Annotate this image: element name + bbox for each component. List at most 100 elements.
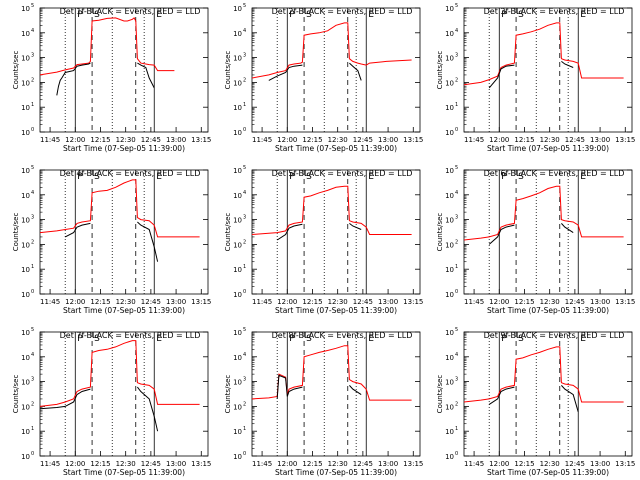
y-tick-exponent: 1 bbox=[243, 264, 246, 270]
y-tick-exponent: 4 bbox=[243, 190, 246, 196]
y-tick-label: 10 bbox=[21, 30, 30, 38]
x-tick-label: 12:15 bbox=[302, 460, 322, 468]
marker-letter-e: E bbox=[156, 334, 162, 344]
marker-letter-p: P bbox=[501, 334, 507, 344]
x-tick-label: 13:15 bbox=[403, 298, 423, 306]
series-lld bbox=[251, 22, 412, 79]
panel-title: Det 9f-BLACK = Events, RED = LLD bbox=[484, 331, 625, 340]
y-tick-exponent: 3 bbox=[455, 53, 458, 59]
y-tick-label: 10 bbox=[21, 291, 30, 299]
y-tick-label: 10 bbox=[233, 129, 242, 137]
y-tick-label: 10 bbox=[21, 129, 30, 137]
series-lld bbox=[39, 340, 200, 407]
x-tick-label: 13:00 bbox=[378, 298, 398, 306]
y-tick-label: 10 bbox=[233, 217, 242, 225]
x-tick-label: 13:15 bbox=[191, 460, 211, 468]
marker-letter-p: P bbox=[289, 172, 295, 182]
y-axis-label: Counts/sec bbox=[436, 213, 444, 252]
x-tick-label: 13:00 bbox=[166, 298, 186, 306]
y-tick-label: 10 bbox=[445, 266, 454, 274]
series-lld bbox=[463, 346, 624, 403]
plot-frame bbox=[251, 331, 421, 457]
y-tick-label: 10 bbox=[21, 428, 30, 436]
y-tick-label: 10 bbox=[233, 30, 242, 38]
x-tick-label: 12:45 bbox=[141, 136, 161, 144]
x-tick-label: 12:00 bbox=[65, 460, 85, 468]
x-tick-label: 12:30 bbox=[116, 298, 136, 306]
y-tick-exponent: 0 bbox=[31, 451, 34, 457]
x-tick-label: 12:45 bbox=[353, 136, 373, 144]
marker-letter-e: E bbox=[580, 10, 586, 20]
panel-title: Det 8f-BLACK = Events, RED = LLD bbox=[272, 331, 413, 340]
y-tick-label: 10 bbox=[233, 104, 242, 112]
x-tick-label: 12:30 bbox=[328, 136, 348, 144]
y-tick-exponent: 3 bbox=[243, 377, 246, 383]
y-tick-label: 10 bbox=[21, 329, 30, 337]
x-tick-label: 12:30 bbox=[116, 136, 136, 144]
series-lld bbox=[39, 179, 200, 238]
y-tick-exponent: 2 bbox=[455, 239, 458, 245]
y-tick-label: 10 bbox=[445, 104, 454, 112]
x-tick-label: 13:00 bbox=[166, 460, 186, 468]
y-tick-exponent: 1 bbox=[455, 264, 458, 270]
x-axis-label: Start Time (07-Sep-05 11:39:00) bbox=[487, 144, 609, 153]
y-tick-label: 10 bbox=[233, 453, 242, 461]
x-tick-label: 12:00 bbox=[65, 136, 85, 144]
x-tick-label: 12:00 bbox=[277, 136, 297, 144]
x-tick-label: 11:45 bbox=[252, 460, 272, 468]
x-tick-label: 12:15 bbox=[90, 136, 110, 144]
y-tick-exponent: 0 bbox=[243, 451, 246, 457]
marker-letter-s: S bbox=[518, 172, 524, 182]
y-axis-label: Counts/sec bbox=[224, 375, 232, 414]
marker-letter-p: P bbox=[77, 334, 83, 344]
y-tick-exponent: 0 bbox=[455, 451, 458, 457]
y-tick-label: 10 bbox=[445, 428, 454, 436]
y-axis-label: Counts/sec bbox=[224, 51, 232, 90]
y-tick-exponent: 0 bbox=[31, 289, 34, 295]
y-tick-exponent: 0 bbox=[243, 127, 246, 133]
y-tick-label: 10 bbox=[233, 55, 242, 63]
y-tick-exponent: 2 bbox=[243, 239, 246, 245]
x-tick-label: 13:00 bbox=[378, 136, 398, 144]
x-tick-label: 12:00 bbox=[277, 460, 297, 468]
y-tick-exponent: 5 bbox=[31, 3, 34, 9]
series-events bbox=[276, 223, 362, 241]
x-tick-label: 12:15 bbox=[90, 460, 110, 468]
series-lld bbox=[251, 345, 412, 401]
y-tick-label: 10 bbox=[445, 453, 454, 461]
x-tick-label: 13:15 bbox=[403, 136, 423, 144]
x-axis-label: Start Time (07-Sep-05 11:39:00) bbox=[63, 144, 185, 153]
marker-letter-s: S bbox=[94, 172, 100, 182]
y-tick-exponent: 4 bbox=[455, 190, 458, 196]
x-axis-label: Start Time (07-Sep-05 11:39:00) bbox=[487, 468, 609, 477]
x-tick-label: 12:45 bbox=[353, 298, 373, 306]
x-tick-label: 12:15 bbox=[302, 298, 322, 306]
y-tick-exponent: 3 bbox=[243, 215, 246, 221]
y-tick-label: 10 bbox=[233, 354, 242, 362]
panel-title: Det 3f-BLACK = Events, RED = LLD bbox=[484, 7, 625, 16]
y-tick-label: 10 bbox=[21, 453, 30, 461]
plot-frame bbox=[39, 331, 209, 457]
plot-frame bbox=[251, 7, 421, 133]
x-tick-label: 13:15 bbox=[191, 298, 211, 306]
x-tick-label: 13:15 bbox=[615, 136, 635, 144]
y-tick-exponent: 5 bbox=[243, 3, 246, 9]
series-events bbox=[488, 385, 579, 413]
x-tick-label: 12:45 bbox=[565, 298, 585, 306]
y-tick-exponent: 3 bbox=[243, 53, 246, 59]
series-events bbox=[56, 62, 155, 96]
y-tick-label: 10 bbox=[21, 192, 30, 200]
plot-frame bbox=[463, 169, 633, 295]
marker-letter-p: P bbox=[289, 334, 295, 344]
y-axis-label: Counts/sec bbox=[12, 51, 20, 90]
y-tick-label: 10 bbox=[445, 379, 454, 387]
x-tick-label: 12:15 bbox=[514, 460, 534, 468]
y-tick-exponent: 5 bbox=[455, 327, 458, 333]
marker-letter-e: E bbox=[580, 334, 586, 344]
x-tick-label: 12:15 bbox=[514, 136, 534, 144]
